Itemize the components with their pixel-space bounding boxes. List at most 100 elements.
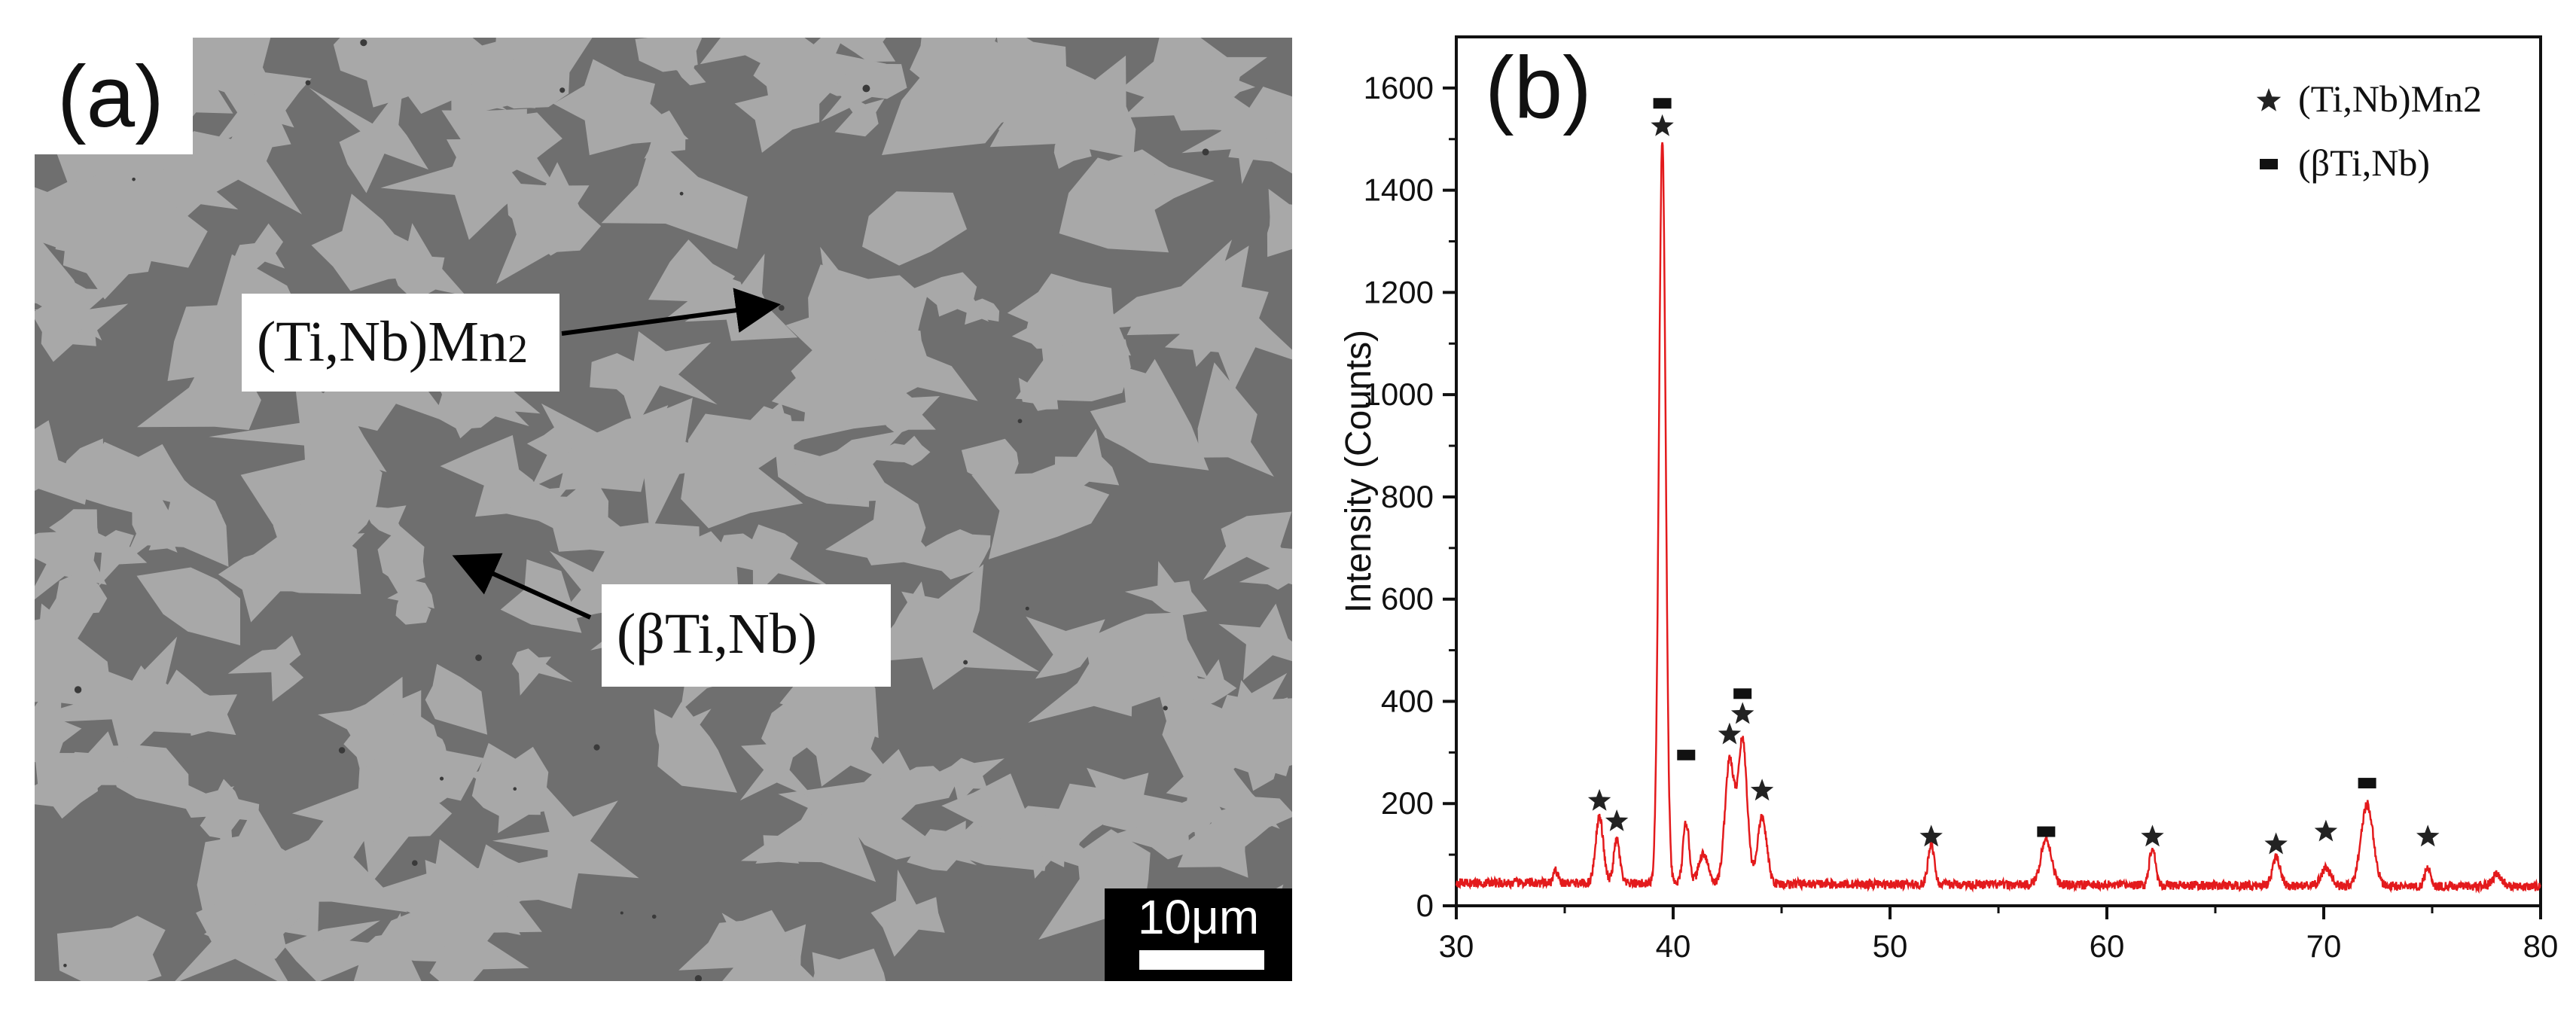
second-phase-region [59, 438, 114, 484]
second-phase-region [1218, 603, 1292, 681]
second-phase-region [1026, 616, 1105, 679]
peak-marker-star [1750, 779, 1774, 801]
y-tick-label: 600 [1381, 581, 1434, 617]
second-phase-region [925, 529, 991, 580]
second-phase-region [1090, 358, 1209, 471]
second-phase-region [916, 272, 989, 322]
second-phase-region [175, 779, 235, 820]
legend-label: (Ti,Nb)Mn2 [2298, 78, 2482, 120]
y-tick-label: 200 [1381, 785, 1434, 821]
second-phase-region [511, 648, 573, 696]
second-phase-region [460, 53, 536, 117]
second-phase-region [1197, 362, 1274, 477]
pore [360, 39, 367, 47]
peak-marker-star [1730, 702, 1754, 724]
peak-marker-star [2416, 824, 2440, 847]
second-phase-region [317, 913, 422, 981]
second-phase-region [825, 478, 926, 562]
legend-star-icon [2256, 88, 2282, 111]
second-phase-region [1015, 336, 1131, 401]
second-phase-region [1124, 561, 1208, 616]
second-phase-region [857, 331, 978, 404]
y-tick-label: 1600 [1364, 70, 1434, 105]
second-phase-region [587, 398, 720, 535]
second-phase-region [599, 331, 718, 430]
pore [651, 914, 657, 919]
y-tick-label: 1200 [1364, 274, 1434, 309]
second-phase-region [1203, 777, 1292, 855]
second-phase-region [941, 773, 1065, 867]
y-tick-label: 1400 [1364, 172, 1434, 208]
peak-marker-star [1605, 809, 1629, 831]
pore [132, 177, 136, 181]
pore [305, 80, 311, 86]
second-phase-region [309, 83, 429, 194]
pore [338, 747, 346, 754]
second-phase-region [56, 916, 166, 981]
peak-marker-bar [1733, 688, 1752, 699]
x-tick-label: 40 [1656, 928, 1691, 964]
peak-marker-star [1919, 824, 1943, 847]
second-phase-region [1059, 157, 1169, 253]
second-phase-region [717, 533, 776, 566]
second-phase-region [654, 709, 712, 749]
second-phase-region [870, 435, 931, 466]
second-phase-region [635, 38, 703, 72]
peak-marker-bar [2358, 778, 2376, 789]
second-phase-region [1150, 777, 1227, 846]
second-phase-region [49, 509, 101, 544]
peak-marker-bar [1677, 749, 1696, 760]
second-phase-region [838, 564, 1040, 690]
panel-b-label: (b) [1485, 38, 1592, 136]
peak-marker-star [2314, 819, 2338, 842]
second-phase-region [471, 742, 547, 817]
second-phase-region [227, 635, 304, 702]
second-phase-region [395, 583, 431, 625]
y-tick-label: 800 [1381, 479, 1434, 514]
second-phase-region [1122, 38, 1237, 120]
second-phase-region [882, 51, 1004, 155]
second-phase-region [1087, 767, 1200, 836]
second-phase-region [283, 920, 380, 981]
pore [620, 911, 623, 915]
y-tick-label: 1000 [1364, 376, 1434, 412]
peak-marker-star [1718, 722, 1742, 745]
second-phase-region [812, 948, 886, 981]
peak-marker-star [2141, 824, 2164, 847]
second-phase-region [907, 820, 977, 871]
matrix-phase-text: (Ti,Nb)Mn [257, 310, 508, 373]
second-phase-region [1163, 659, 1237, 709]
xrd-curve [1455, 142, 2541, 894]
second-phase-region [1007, 273, 1131, 386]
second-phase-region [492, 773, 639, 879]
peak-marker-star [1587, 788, 1611, 811]
x-tick-label: 70 [2306, 928, 2342, 964]
peak-marker-bar [1653, 98, 1672, 109]
second-phase-region [1179, 694, 1292, 779]
second-phase-region [35, 420, 91, 505]
second-phase-region [175, 894, 288, 981]
pore [475, 654, 482, 661]
second-phase-region [527, 479, 569, 520]
pore [593, 744, 600, 751]
second-phase-region [425, 663, 488, 735]
second-phase-region [601, 135, 748, 249]
second-phase-region [1111, 814, 1214, 860]
pore [963, 660, 968, 665]
x-tick-label: 80 [2523, 928, 2559, 964]
second-phase-region [1181, 118, 1287, 184]
x-tick-label: 50 [1873, 928, 1908, 964]
second-phase-region [837, 38, 896, 62]
pore [439, 776, 444, 781]
second-phase-region [989, 55, 1136, 163]
second-phase-region [1164, 285, 1292, 392]
xrd-chart: 30 40 50 60 70 80 0 200 400 600 800 1000 1200 1400 160… [1310, 0, 2576, 1020]
x-tick-label: 60 [2090, 928, 2125, 964]
matrix-phase-subscript: 2 [507, 326, 528, 371]
second-phase-region [648, 239, 736, 302]
pore [559, 87, 566, 93]
peak-marker-star [1651, 114, 1674, 136]
second-phase-region [271, 810, 408, 913]
scale-bar-label: 10μm [1137, 890, 1260, 944]
second-phase-region [377, 526, 425, 586]
